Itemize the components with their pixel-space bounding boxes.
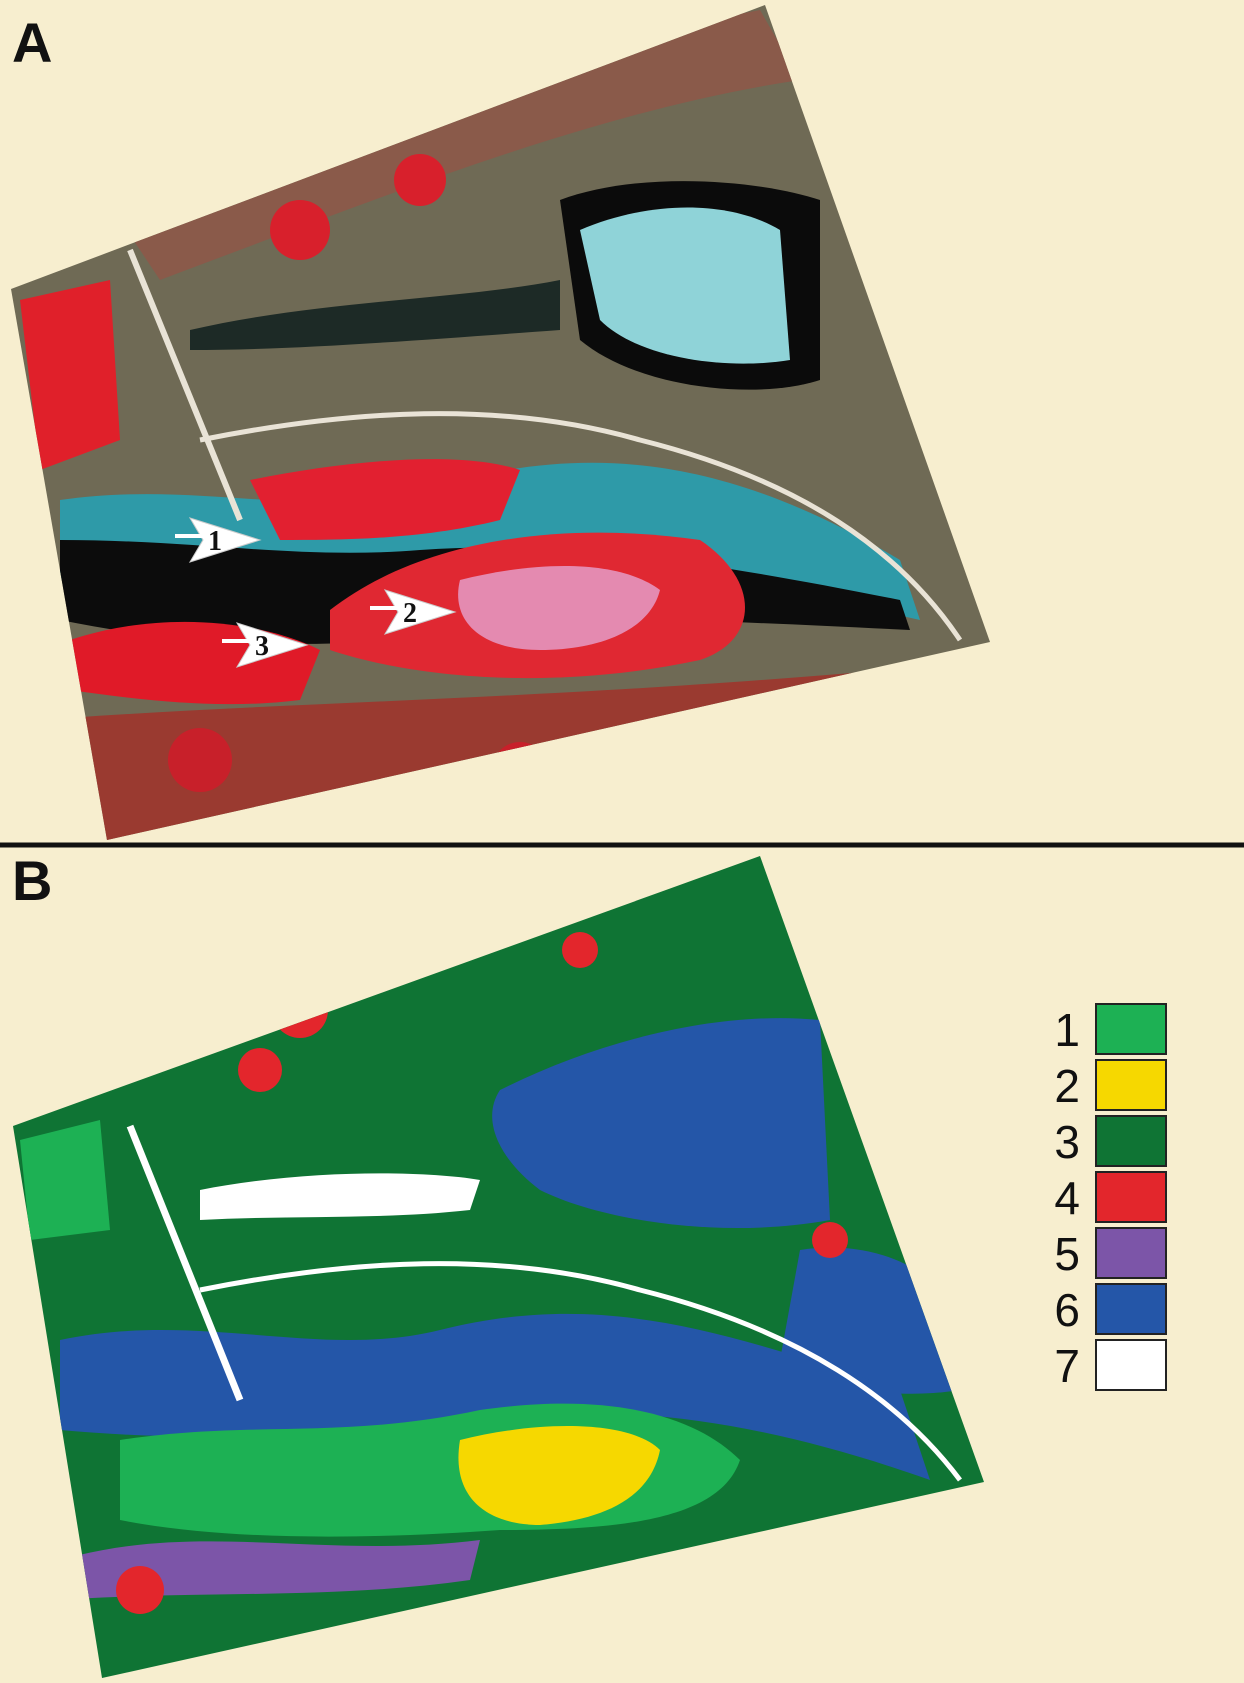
class-region bbox=[116, 1566, 164, 1614]
marker-number: 1 bbox=[208, 526, 222, 557]
legend-label: 3 bbox=[1054, 1116, 1080, 1168]
classification-map bbox=[0, 850, 1000, 1683]
legend-swatch bbox=[1096, 1060, 1166, 1110]
legend-swatch bbox=[1096, 1284, 1166, 1334]
figure: A B 123 1234567 bbox=[0, 0, 1244, 1683]
legend-swatch bbox=[1096, 1004, 1166, 1054]
legend-swatch bbox=[1096, 1172, 1166, 1222]
class-region bbox=[238, 1048, 282, 1092]
panel-label: A bbox=[12, 11, 52, 74]
legend-label: 5 bbox=[1054, 1228, 1080, 1280]
legend-label: 6 bbox=[1054, 1284, 1080, 1336]
class-region bbox=[562, 932, 598, 968]
legend-label: 2 bbox=[1054, 1060, 1080, 1112]
class-region bbox=[20, 1120, 110, 1240]
legend-swatch bbox=[1096, 1340, 1166, 1390]
panel-label: B bbox=[12, 849, 52, 912]
legend-swatch bbox=[1096, 1228, 1166, 1278]
legend-swatch bbox=[1096, 1116, 1166, 1166]
marker-number: 3 bbox=[255, 631, 269, 662]
legend-label: 7 bbox=[1054, 1340, 1080, 1392]
marker-number: 2 bbox=[403, 598, 417, 629]
class-region bbox=[686, 1546, 714, 1574]
aerial-image bbox=[0, 0, 1000, 845]
class-region bbox=[812, 1222, 848, 1258]
class-region bbox=[272, 982, 328, 1038]
legend-label: 4 bbox=[1054, 1172, 1080, 1224]
legend-label: 1 bbox=[1054, 1004, 1080, 1056]
